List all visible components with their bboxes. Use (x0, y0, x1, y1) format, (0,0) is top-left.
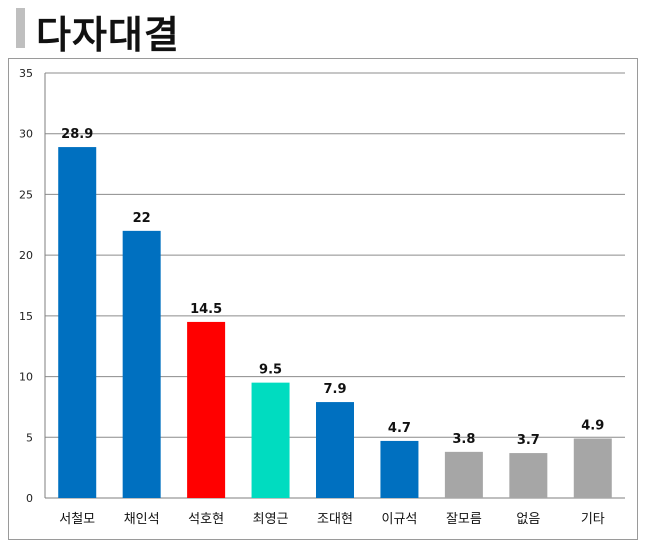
data-label: 7.9 (323, 382, 346, 397)
x-tick-label: 석호현 (188, 512, 224, 527)
bar (444, 451, 483, 498)
data-label: 28.9 (61, 127, 93, 142)
y-tick-label: 25 (19, 188, 33, 201)
bar (58, 147, 97, 499)
x-tick-label: 잘모름 (446, 512, 482, 527)
bar (509, 453, 548, 498)
bar (251, 382, 290, 498)
y-tick-label: 15 (19, 310, 33, 323)
bar (122, 230, 161, 498)
y-tick-label: 5 (26, 431, 33, 444)
data-label: 22 (133, 211, 151, 226)
data-label: 4.7 (388, 421, 411, 436)
x-tick-label: 기타 (581, 512, 605, 527)
x-tick-label: 서철모 (59, 512, 95, 527)
y-tick-label: 20 (19, 249, 33, 262)
title-accent-bar (16, 8, 25, 48)
x-tick-label: 조대현 (317, 512, 353, 527)
data-label: 3.8 (452, 432, 475, 447)
y-tick-label: 10 (19, 371, 33, 384)
data-label: 14.5 (190, 302, 222, 317)
bar (187, 321, 226, 498)
data-label: 3.7 (517, 433, 540, 448)
x-tick-label: 최영근 (253, 512, 289, 527)
chart-frame (8, 58, 638, 540)
bar (316, 402, 354, 498)
page-title: 다자대결 (36, 13, 180, 57)
data-label: 4.9 (581, 419, 604, 434)
y-tick-label: 0 (26, 492, 33, 505)
x-tick-label: 이규석 (381, 512, 417, 527)
y-tick-label: 35 (19, 67, 33, 80)
bar (380, 440, 419, 498)
x-tick-label: 없음 (516, 512, 540, 527)
x-tick-label: 채인석 (124, 512, 160, 527)
bar (573, 438, 612, 498)
data-label: 9.5 (259, 363, 282, 378)
y-tick-label: 30 (19, 128, 33, 141)
